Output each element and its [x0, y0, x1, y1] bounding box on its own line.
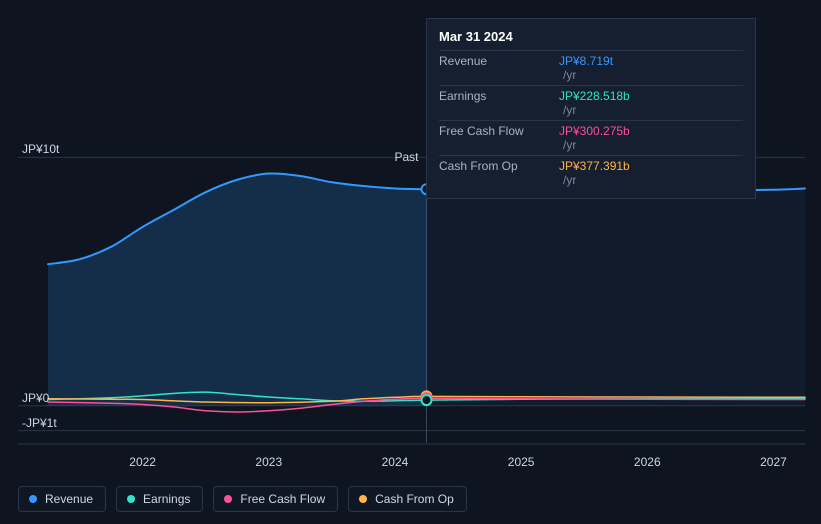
y-tick-label: JP¥0 — [22, 391, 49, 405]
legend-item-label: Revenue — [45, 492, 93, 506]
tooltip-row-value: JP¥8.719t — [559, 54, 613, 68]
data-tooltip: Mar 31 2024 RevenueJP¥8.719t/yrEarningsJ… — [426, 18, 756, 199]
marker-earnings — [422, 395, 432, 405]
tooltip-row-unit: /yr — [563, 173, 576, 187]
legend-item-label: Cash From Op — [375, 492, 454, 506]
x-tick-label: 2026 — [634, 455, 661, 469]
tooltip-row: Cash From OpJP¥377.391b/yr — [439, 155, 743, 190]
legend-swatch-icon — [127, 495, 135, 503]
past-section-label: Past — [0, 150, 427, 164]
legend-swatch-icon — [224, 495, 232, 503]
tooltip-row: Free Cash FlowJP¥300.275b/yr — [439, 120, 743, 155]
legend-item-cash-from-op[interactable]: Cash From Op — [348, 486, 467, 512]
tooltip-row-unit: /yr — [563, 103, 576, 117]
tooltip-row-value: JP¥300.275b — [559, 124, 630, 138]
tooltip-row-unit: /yr — [563, 68, 576, 82]
tooltip-date: Mar 31 2024 — [439, 25, 743, 50]
tooltip-row: RevenueJP¥8.719t/yr — [439, 50, 743, 85]
x-tick-label: 2022 — [129, 455, 156, 469]
y-tick-label: -JP¥1t — [22, 416, 57, 430]
x-tick-label: 2024 — [382, 455, 409, 469]
legend-item-earnings[interactable]: Earnings — [116, 486, 203, 512]
tooltip-row-value: JP¥228.518b — [559, 89, 630, 103]
legend-item-label: Free Cash Flow — [240, 492, 325, 506]
legend: Revenue Earnings Free Cash Flow Cash From O… — [18, 486, 467, 512]
legend-item-free-cash-flow[interactable]: Free Cash Flow — [213, 486, 338, 512]
tooltip-row-value: JP¥377.391b — [559, 159, 630, 173]
tooltip-row-label: Free Cash Flow — [439, 124, 559, 152]
legend-swatch-icon — [29, 495, 37, 503]
tooltip-row-label: Earnings — [439, 89, 559, 117]
tooltip-row: EarningsJP¥228.518b/yr — [439, 85, 743, 120]
x-tick-label: 2027 — [760, 455, 787, 469]
tooltip-row-label: Cash From Op — [439, 159, 559, 187]
x-tick-label: 2025 — [508, 455, 535, 469]
financial-chart: JP¥10tJP¥0-JP¥1t 20222023202420252026202… — [0, 0, 821, 524]
tooltip-row-unit: /yr — [563, 138, 576, 152]
tooltip-row-label: Revenue — [439, 54, 559, 82]
legend-item-label: Earnings — [143, 492, 190, 506]
legend-swatch-icon — [359, 495, 367, 503]
x-tick-label: 2023 — [255, 455, 282, 469]
legend-item-revenue[interactable]: Revenue — [18, 486, 106, 512]
